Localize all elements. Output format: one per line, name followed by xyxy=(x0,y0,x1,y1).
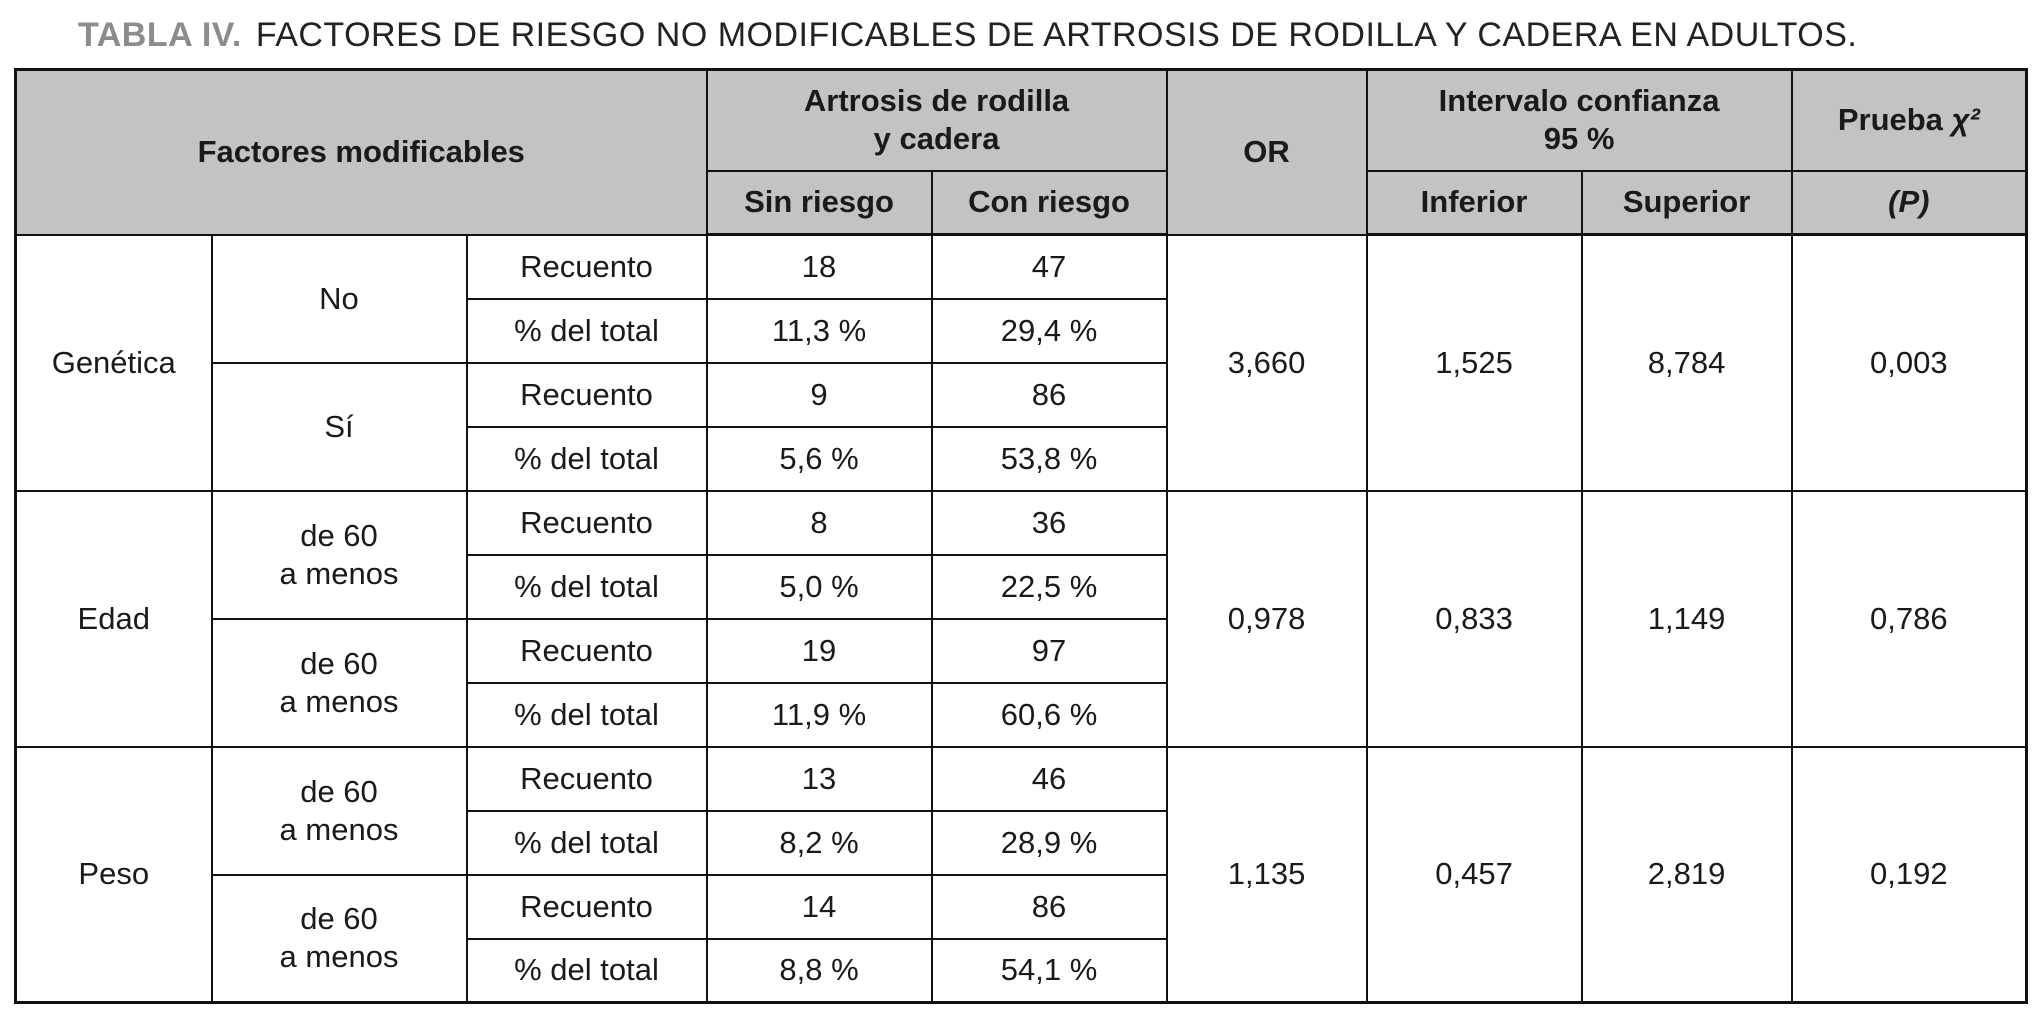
table-row: % del total 11,9 % 60,6 % xyxy=(16,681,2027,748)
value-cell: 53,8 % xyxy=(930,425,1168,492)
level-cell: Sí xyxy=(210,361,468,492)
table-row: % del total 11,3 % 29,4 % xyxy=(16,297,2027,364)
header-inferior: Inferior xyxy=(1365,169,1583,236)
stat-label-cell: Recuento xyxy=(465,873,708,940)
header-row-2: Sin riesgo Con riesgo Inferior Superior … xyxy=(16,169,2028,236)
table-caption-label: TABLA IV. xyxy=(78,16,242,54)
value-cell: 22,5 % xyxy=(930,553,1168,620)
value-cell: 11,3 % xyxy=(705,297,933,364)
stat-label-cell: % del total xyxy=(465,297,708,364)
stat-label-cell: Recuento xyxy=(465,617,708,684)
header-row-1: Factores modificables Artrosis de rodill… xyxy=(14,68,2028,236)
level-cell: de 60 a menos xyxy=(210,489,468,620)
value-cell: 14 xyxy=(705,873,933,940)
header-intervalo: Intervalo confianza 95 % xyxy=(1365,68,1793,172)
value-cell: 9 xyxy=(705,361,933,428)
inferior-cell: 0,457 xyxy=(1365,745,1583,1004)
table-row: Peso de 60 a menos Recuento 13 46 1,135 … xyxy=(14,745,2028,1004)
stat-label-cell: Recuento xyxy=(465,745,708,812)
header-artrosis: Artrosis de rodilla y cadera xyxy=(705,68,1168,172)
value-cell: 46 xyxy=(930,745,1168,812)
header-superior: Superior xyxy=(1580,169,1793,236)
header-p: (P) xyxy=(1790,169,2028,236)
stat-label-cell: % del total xyxy=(465,553,708,620)
table-caption: TABLA IV. FACTORES DE RIESGO NO MODIFICAB… xyxy=(78,16,2019,55)
stat-label-cell: % del total xyxy=(465,681,708,748)
stat-label-cell: % del total xyxy=(465,937,708,1004)
value-cell: 8,8 % xyxy=(705,937,933,1004)
factor-cell: Peso xyxy=(14,745,213,1004)
value-cell: 13 xyxy=(705,745,933,812)
factor-cell: Genética xyxy=(14,233,213,492)
value-cell: 47 xyxy=(930,233,1168,300)
risk-factors-table: Factores modificables Artrosis de rodill… xyxy=(14,68,2029,1004)
value-cell: 86 xyxy=(930,873,1168,940)
value-cell: 19 xyxy=(705,617,933,684)
stat-label-cell: Recuento xyxy=(465,361,708,428)
level-cell: de 60 a menos xyxy=(210,617,468,748)
p-value-cell: 0,003 xyxy=(1790,233,2028,492)
table-row: % del total 8,2 % 28,9 % xyxy=(16,809,2027,876)
table-row: Genética No Recuento 18 47 3,660 1,525 8… xyxy=(14,233,2028,492)
stat-label-cell: Recuento xyxy=(465,233,708,300)
header-prueba-label: Prueba xyxy=(1837,102,1943,138)
table-row: de 60 a menos Recuento 19 97 xyxy=(16,617,2027,748)
value-cell: 8,2 % xyxy=(705,809,933,876)
value-cell: 5,6 % xyxy=(705,425,933,492)
table-row: % del total 5,6 % 53,8 % xyxy=(16,425,2027,492)
value-cell: 36 xyxy=(930,489,1168,556)
p-value-cell: 0,786 xyxy=(1790,489,2028,748)
superior-cell: 1,149 xyxy=(1580,489,1793,748)
stat-label-cell: % del total xyxy=(465,425,708,492)
superior-cell: 8,784 xyxy=(1580,233,1793,492)
level-cell: de 60 a menos xyxy=(210,873,468,1004)
value-cell: 29,4 % xyxy=(930,297,1168,364)
p-value-cell: 0,192 xyxy=(1790,745,2028,1004)
header-sin-riesgo: Sin riesgo xyxy=(705,169,933,236)
or-cell: 1,135 xyxy=(1165,745,1368,1004)
level-cell: de 60 a menos xyxy=(210,745,468,876)
value-cell: 5,0 % xyxy=(705,553,933,620)
inferior-cell: 0,833 xyxy=(1365,489,1583,748)
value-cell: 86 xyxy=(930,361,1168,428)
header-or: OR xyxy=(1165,68,1368,236)
or-cell: 3,660 xyxy=(1165,233,1368,492)
value-cell: 18 xyxy=(705,233,933,300)
inferior-cell: 1,525 xyxy=(1365,233,1583,492)
table-caption-text: FACTORES DE RIESGO NO MODIFICABLES DE AR… xyxy=(255,16,1858,54)
superior-cell: 2,819 xyxy=(1580,745,1793,1004)
value-cell: 11,9 % xyxy=(705,681,933,748)
header-con-riesgo: Con riesgo xyxy=(930,169,1168,236)
table-row: % del total 5,0 % 22,5 % xyxy=(16,553,2027,620)
stat-label-cell: % del total xyxy=(465,809,708,876)
stat-label-cell: Recuento xyxy=(465,489,708,556)
value-cell: 54,1 % xyxy=(930,937,1168,1004)
table-row: de 60 a menos Recuento 14 86 xyxy=(16,873,2027,1004)
chi-squared-symbol: χ² xyxy=(1951,102,1980,138)
factor-cell: Edad xyxy=(14,489,213,748)
table-row: Sí Recuento 9 86 xyxy=(16,361,2027,492)
header-prueba: Prueba χ² xyxy=(1790,68,2028,172)
table-row: % del total 8,8 % 54,1 % xyxy=(16,937,2027,1004)
value-cell: 8 xyxy=(705,489,933,556)
value-cell: 60,6 % xyxy=(930,681,1168,748)
or-cell: 0,978 xyxy=(1165,489,1368,748)
header-factores: Factores modificables xyxy=(14,68,708,236)
level-cell: No xyxy=(210,233,468,364)
table-row: Edad de 60 a menos Recuento 8 36 0,978 0… xyxy=(14,489,2028,748)
value-cell: 97 xyxy=(930,617,1168,684)
value-cell: 28,9 % xyxy=(930,809,1168,876)
